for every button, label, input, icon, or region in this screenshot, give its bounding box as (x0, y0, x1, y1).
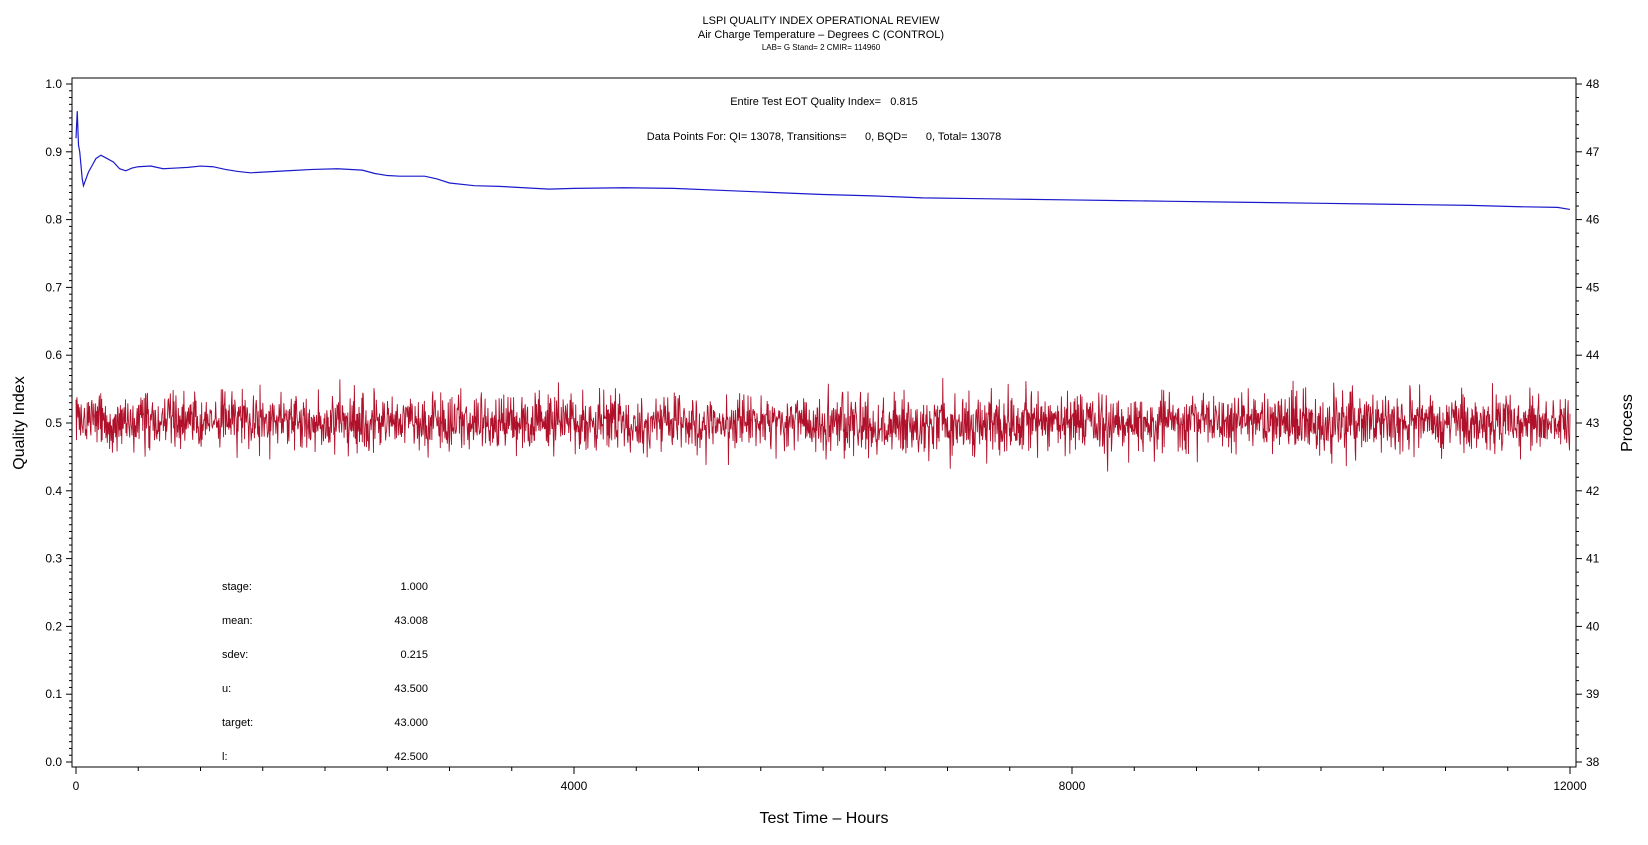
chart-sub-subtitle: LAB= G Stand= 2 CMIR= 114960 (762, 43, 881, 52)
x-axis-label: Test Time – Hours (760, 810, 889, 827)
y-tick-label: 0.0 (45, 755, 62, 769)
y-tick-label: 0.3 (45, 552, 62, 566)
stat-label: mean: (222, 615, 253, 627)
stats-block: stage: 1.000 mean: 43.008 sdev: 0.215 u: 43.500… (222, 581, 428, 763)
y2-tick-label: 41 (1586, 552, 1600, 566)
y-tick-label: 0.5 (45, 416, 62, 430)
y-tick-label: 0.9 (45, 145, 62, 159)
quality-index-line (75, 111, 1571, 211)
y-axis-label: Quality Index (11, 376, 28, 469)
y2-tick-label: 48 (1586, 77, 1600, 91)
eot-quality-index: Entire Test EOT Quality Index= 0.815 (730, 96, 918, 108)
y-tick-label: 0.1 (45, 687, 62, 701)
y2-tick-label: 46 (1586, 213, 1600, 227)
process-series (75, 378, 1571, 472)
x-tick-label: 4000 (561, 779, 588, 793)
x-tick-label: 8000 (1059, 779, 1086, 793)
stat-value: 43.000 (394, 717, 428, 729)
right-axis: 38 39 40 41 42 43 44 45 46 47 48 (1576, 77, 1600, 769)
left-axis: 0.0 0.1 0.2 0.3 0.4 0.5 0.6 0.7 0.8 0.9 1.0 (45, 77, 72, 769)
y2-axis-label: Process (1619, 394, 1636, 452)
y2-tick-label: 45 (1586, 280, 1600, 294)
y-tick-label: 0.4 (45, 484, 62, 498)
process-line (75, 378, 1571, 472)
stat-label: stage: (222, 581, 252, 593)
y-tick-label: 0.8 (45, 213, 62, 227)
y2-tick-label: 43 (1586, 416, 1600, 430)
stat-value: 43.500 (394, 683, 428, 695)
stat-label: target: (222, 717, 253, 729)
stat-value: 1.000 (400, 581, 428, 593)
y-tick-label: 0.2 (45, 619, 62, 633)
y2-tick-label: 40 (1586, 619, 1600, 633)
stat-value: 0.215 (400, 649, 428, 661)
y-tick-label: 0.6 (45, 348, 62, 362)
quality-index-series (75, 111, 1571, 211)
chart-title: LSPI QUALITY INDEX OPERATIONAL REVIEW (703, 15, 941, 27)
stat-label: u: (222, 683, 231, 695)
y2-tick-label: 47 (1586, 145, 1600, 159)
y2-tick-label: 44 (1586, 348, 1600, 362)
chart-subtitle: Air Charge Temperature – Degrees C (CONT… (698, 29, 944, 41)
y2-tick-label: 38 (1586, 755, 1600, 769)
x-tick-label: 0 (73, 779, 80, 793)
stat-value: 43.008 (394, 615, 428, 627)
data-points-summary: Data Points For: QI= 13078, Transitions=… (647, 131, 1001, 143)
y-tick-label: 0.7 (45, 280, 62, 294)
y2-tick-label: 39 (1586, 687, 1600, 701)
stat-label: sdev: (222, 649, 248, 661)
x-tick-label: 12000 (1553, 779, 1587, 793)
y2-tick-label: 42 (1586, 484, 1600, 498)
bottom-axis: 0 4000 8000 12000 (73, 767, 1587, 793)
stat-value: 42.500 (394, 751, 428, 763)
y-tick-label: 1.0 (45, 77, 62, 91)
stat-label: l: (222, 751, 228, 763)
